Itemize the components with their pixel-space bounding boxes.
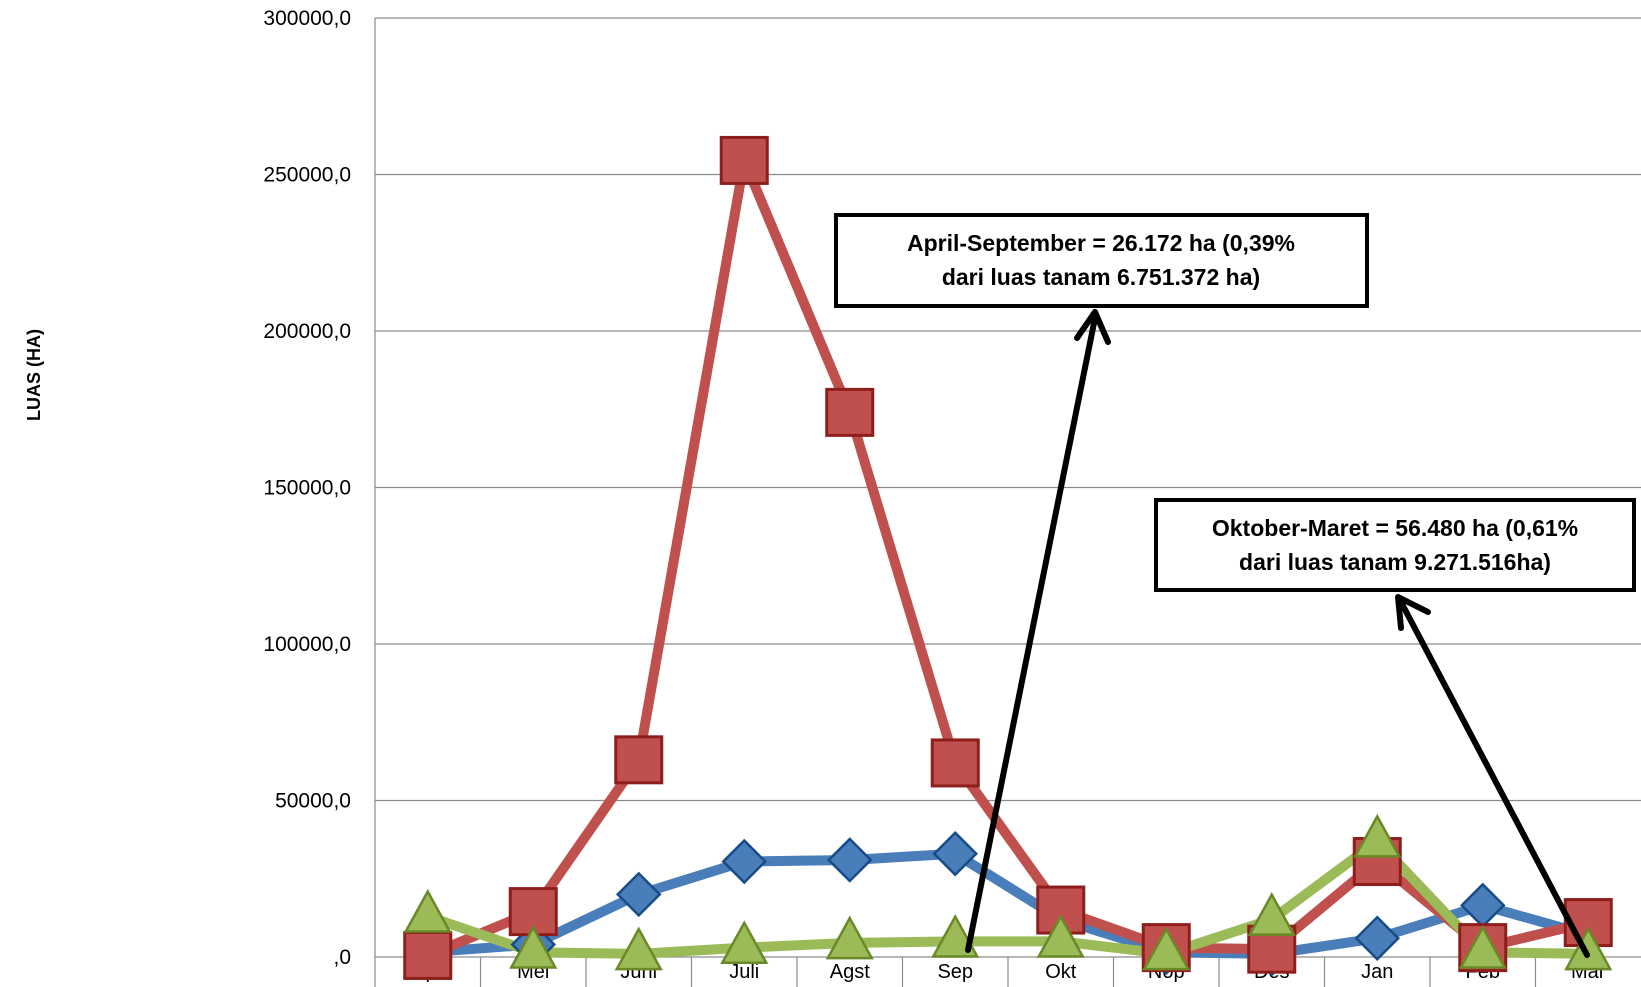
data-point-square bbox=[614, 735, 664, 785]
data-point-triangle bbox=[720, 920, 769, 965]
data-point-diamond bbox=[1354, 915, 1401, 961]
y-tick-label: 50000,0 bbox=[275, 790, 351, 813]
annotation-arrow bbox=[1395, 594, 1590, 958]
x-tick-label: Juli bbox=[729, 961, 759, 983]
y-tick-label: 300000,0 bbox=[263, 7, 351, 30]
data-point-diamond bbox=[615, 871, 662, 918]
data-point-triangle bbox=[1458, 924, 1507, 969]
annotation-april-september: April-September = 26.172 ha (0,39% dari … bbox=[834, 213, 1369, 308]
data-point-square bbox=[403, 930, 453, 980]
y-tick-label: 100000,0 bbox=[263, 633, 351, 656]
annotation-box bbox=[834, 213, 1369, 308]
data-point-square bbox=[719, 135, 769, 185]
y-axis-label: LUAS (HA) bbox=[24, 329, 44, 421]
data-point-triangle bbox=[1247, 892, 1296, 936]
annotation-line: April-September = 26.172 ha (0,39% bbox=[907, 230, 1295, 256]
annotation-arrow bbox=[965, 309, 1111, 953]
annotation-line: dari luas tanam 6.751.372 ha) bbox=[942, 264, 1260, 290]
x-tick-label: Agst bbox=[830, 961, 870, 983]
data-point-diamond bbox=[932, 830, 979, 877]
x-tick-label: Okt bbox=[1045, 961, 1077, 983]
data-point-triangle bbox=[614, 926, 663, 971]
data-point-triangle bbox=[1036, 913, 1085, 958]
y-tick-label: ,0 bbox=[333, 946, 351, 969]
annotation-line: dari luas tanam 9.271.516ha) bbox=[1239, 549, 1551, 575]
data-point-diamond bbox=[1459, 882, 1506, 929]
y-axis-tick-labels: 300000,0 250000,0 200000,0 150000,0 100000,0… bbox=[263, 7, 351, 969]
annotations: April-September = 26.172 ha (0,39% dari … bbox=[834, 213, 1636, 958]
annotation-oktober-maret: Oktober-Maret = 56.480 ha (0,61% dari lu… bbox=[1154, 498, 1636, 592]
data-point-diamond bbox=[826, 837, 873, 883]
data-point-square bbox=[825, 387, 875, 437]
x-axis-tick-labels: AprMeiJuniJuliAgstSepOktNopDesJanFebMar bbox=[412, 961, 1606, 983]
annotation-box bbox=[1154, 498, 1636, 592]
y-tick-label: 150000,0 bbox=[263, 477, 351, 500]
data-point-diamond bbox=[721, 838, 768, 885]
y-tick-label: 250000,0 bbox=[263, 164, 351, 187]
y-tick-label: 200000,0 bbox=[263, 320, 351, 343]
data-point-triangle bbox=[509, 924, 558, 969]
data-point-triangle bbox=[825, 915, 874, 960]
data-point-triangle bbox=[1353, 813, 1402, 858]
x-tick-label: Sep bbox=[937, 961, 973, 983]
series-line bbox=[422, 848, 1594, 959]
data-series bbox=[403, 135, 1613, 980]
annotation-line: Oktober-Maret = 56.480 ha (0,61% bbox=[1212, 515, 1578, 541]
data-point-triangle bbox=[1142, 926, 1191, 971]
data-point-triangle bbox=[403, 888, 452, 933]
x-tick-label: Jan bbox=[1361, 961, 1393, 983]
data-point-square bbox=[930, 738, 980, 788]
data-point-triangle bbox=[1564, 926, 1613, 971]
